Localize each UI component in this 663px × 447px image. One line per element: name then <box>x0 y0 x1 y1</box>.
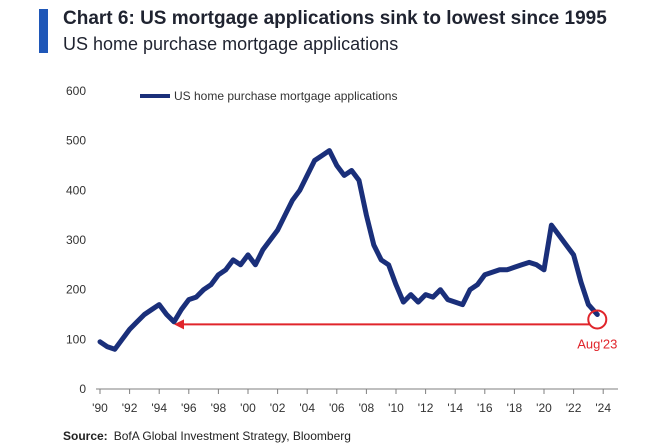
x-tick-label: '16 <box>477 401 493 415</box>
x-tick-label: '20 <box>536 401 552 415</box>
x-tick-label: '04 <box>299 401 315 415</box>
x-tick-label: '24 <box>595 401 611 415</box>
y-tick-label: 100 <box>66 332 86 346</box>
x-tick-label: '00 <box>240 401 256 415</box>
chart-title: Chart 6: US mortgage applications sink t… <box>63 8 607 29</box>
x-tick-label: '98 <box>211 401 227 415</box>
y-tick-label: 400 <box>66 183 86 197</box>
x-tick-label: '06 <box>329 401 345 415</box>
y-tick-label: 300 <box>66 233 86 247</box>
x-tick-label: '10 <box>388 401 404 415</box>
y-tick-label: 500 <box>66 134 86 148</box>
x-tick-label: '02 <box>270 401 286 415</box>
x-tick-label: '08 <box>359 401 375 415</box>
annotation-label: Aug'23 <box>577 336 617 351</box>
x-tick-label: '92 <box>122 401 138 415</box>
annotation-circle <box>587 309 608 330</box>
legend-label: US home purchase mortgage applications <box>174 89 397 103</box>
x-tick-label: '94 <box>151 401 167 415</box>
x-tick-label: '96 <box>181 401 197 415</box>
x-tick-label: '90 <box>92 401 108 415</box>
source-note: Source: BofA Global Investment Strategy, … <box>63 428 351 444</box>
x-tick-label: '12 <box>418 401 434 415</box>
title-accent-bar <box>39 9 48 53</box>
source-text: BofA Global Investment Strategy, Bloombe… <box>113 429 351 443</box>
chart-subtitle: US home purchase mortgage applications <box>63 34 399 54</box>
y-tick-label: 200 <box>66 283 86 297</box>
x-tick-label: '22 <box>566 401 582 415</box>
annotation-arrowhead <box>174 319 184 330</box>
source-label: Source: <box>63 429 108 443</box>
y-tick-label: 0 <box>79 382 86 396</box>
x-tick-label: '14 <box>447 401 463 415</box>
y-tick-label: 600 <box>66 84 86 98</box>
x-tick-label: '18 <box>507 401 523 415</box>
series-line <box>97 148 600 352</box>
